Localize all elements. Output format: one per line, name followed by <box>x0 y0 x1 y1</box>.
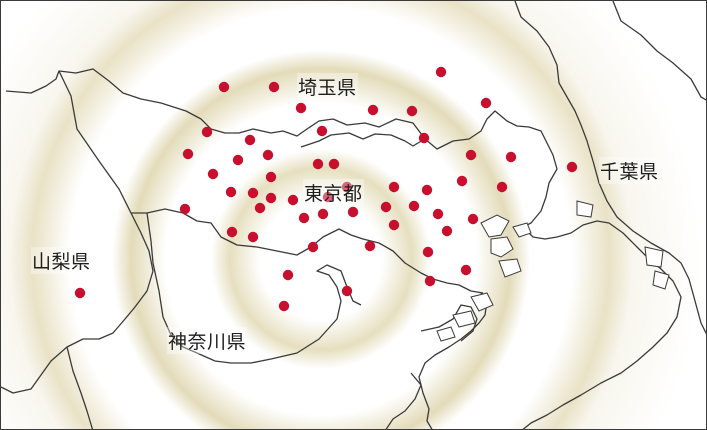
port-block <box>644 246 664 268</box>
location-marker <box>388 219 400 231</box>
location-marker <box>201 126 213 138</box>
border-bottom-left <box>66 346 94 429</box>
port-block <box>490 236 514 258</box>
location-marker <box>312 158 324 170</box>
port-areas <box>436 200 670 342</box>
location-marker <box>566 161 578 173</box>
location-marker <box>435 66 447 78</box>
marker-group <box>74 66 578 312</box>
label-yamanashi: 山梨県 <box>31 247 92 274</box>
location-marker <box>265 171 277 183</box>
coast-yokohama <box>420 304 478 342</box>
location-marker <box>307 241 319 253</box>
port-block <box>512 222 532 238</box>
location-marker <box>226 226 238 238</box>
location-marker <box>74 287 86 299</box>
location-marker <box>298 212 310 224</box>
border-tokyo-inner <box>300 132 424 148</box>
label-tokyo: 東京都 <box>303 179 364 206</box>
label-chiba: 千葉県 <box>599 157 660 184</box>
location-marker <box>316 125 328 137</box>
port-block <box>576 200 594 218</box>
location-marker <box>422 246 434 258</box>
location-marker <box>424 275 436 287</box>
border-saitama-tokyo <box>5 68 558 228</box>
port-block <box>452 310 476 328</box>
location-marker <box>322 191 334 203</box>
border-kanagawa-west <box>146 212 362 364</box>
coast-kanagawa-south <box>385 372 422 429</box>
location-marker <box>182 148 194 160</box>
location-marker <box>232 154 244 166</box>
location-marker <box>179 203 191 215</box>
port-block <box>436 326 456 342</box>
location-marker <box>247 187 259 199</box>
port-block <box>470 292 494 312</box>
location-marker <box>505 151 517 163</box>
location-marker <box>467 213 479 225</box>
location-marker <box>341 181 353 193</box>
location-marker <box>265 192 277 204</box>
port-block <box>652 270 670 290</box>
location-marker <box>408 200 420 212</box>
location-marker <box>460 264 472 276</box>
location-marker <box>388 181 400 193</box>
location-marker <box>341 285 353 297</box>
location-marker <box>406 105 418 117</box>
location-marker <box>218 81 230 93</box>
location-marker <box>456 175 468 187</box>
label-saitama: 埼玉県 <box>297 73 358 100</box>
location-marker <box>317 208 329 220</box>
location-marker <box>367 104 379 116</box>
location-marker <box>244 134 256 146</box>
location-marker <box>282 269 294 281</box>
location-marker <box>465 149 477 161</box>
location-marker <box>262 149 274 161</box>
label-kanagawa: 神奈川県 <box>167 327 248 354</box>
location-marker <box>247 231 259 243</box>
border-west <box>1 212 154 394</box>
location-marker <box>480 97 492 109</box>
port-block <box>498 258 522 278</box>
location-marker <box>295 102 307 114</box>
location-marker <box>364 240 376 252</box>
location-marker <box>347 206 359 218</box>
location-marker <box>421 184 433 196</box>
border-chiba-north <box>612 1 706 101</box>
location-marker <box>225 186 237 198</box>
location-marker <box>287 194 299 206</box>
port-block <box>480 214 510 238</box>
location-marker <box>254 202 266 214</box>
location-marker <box>207 168 219 180</box>
location-marker <box>278 300 290 312</box>
location-marker <box>328 158 340 170</box>
coast-tokyo-bay <box>418 292 488 429</box>
location-marker <box>496 181 508 193</box>
location-marker <box>380 201 392 213</box>
location-marker <box>268 81 280 93</box>
location-marker <box>441 225 453 237</box>
location-marker <box>432 208 444 220</box>
location-marker <box>418 132 430 144</box>
border-tokyo-kanagawa <box>58 70 484 294</box>
border-chiba <box>514 1 706 335</box>
coast-chiba-bay <box>522 220 682 429</box>
